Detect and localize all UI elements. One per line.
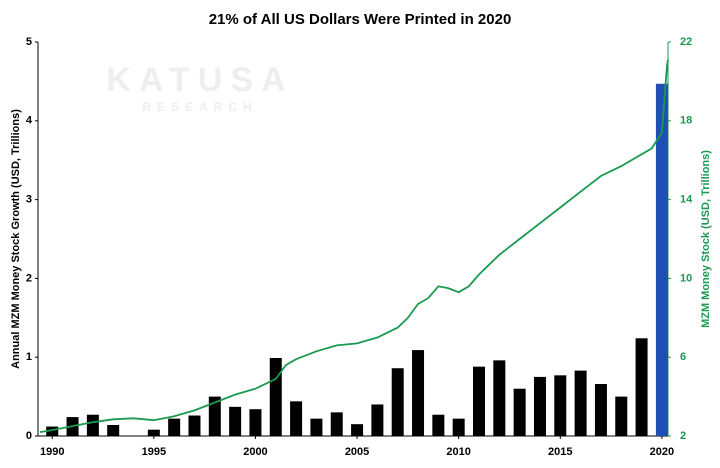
bar bbox=[655, 83, 668, 436]
y-tick-label: 5 bbox=[26, 36, 32, 48]
bar bbox=[290, 401, 303, 436]
bar bbox=[412, 350, 425, 436]
bar bbox=[310, 418, 323, 436]
y2-tick-label: 10 bbox=[680, 272, 692, 284]
bar bbox=[229, 406, 242, 436]
bar bbox=[107, 424, 120, 436]
x-tick-label: 2020 bbox=[650, 446, 674, 458]
bar bbox=[432, 414, 445, 436]
y2-tick-label: 2 bbox=[680, 430, 686, 442]
x-tick-label: 2015 bbox=[548, 446, 572, 458]
bar bbox=[168, 418, 181, 436]
bar bbox=[452, 418, 465, 436]
bar bbox=[330, 412, 343, 436]
bar bbox=[46, 426, 59, 436]
y2-tick-label: 22 bbox=[680, 36, 692, 48]
y-tick-label: 3 bbox=[26, 194, 32, 206]
bar bbox=[86, 414, 99, 436]
y-tick-label: 1 bbox=[26, 351, 32, 363]
bar bbox=[574, 370, 587, 436]
bar bbox=[473, 366, 485, 436]
bar bbox=[513, 388, 526, 436]
bar bbox=[533, 376, 546, 436]
bar bbox=[269, 357, 282, 436]
watermark: RESEARCH bbox=[142, 100, 257, 114]
bar bbox=[371, 404, 384, 436]
y-tick-label: 4 bbox=[26, 115, 33, 127]
x-tick-label: 2010 bbox=[446, 446, 470, 458]
bar bbox=[351, 424, 364, 436]
x-tick-label: 2005 bbox=[345, 446, 369, 458]
y-axis-label: Annual MZM Money Stock Growth (USD, Tril… bbox=[10, 109, 22, 369]
chart-title: 21% of All US Dollars Were Printed in 20… bbox=[209, 11, 512, 28]
y2-tick-label: 6 bbox=[680, 351, 686, 363]
bar bbox=[391, 368, 404, 436]
y2-axis-label: MZM Money Stock (USD, Trillions) bbox=[700, 150, 712, 328]
watermark: KATUSA bbox=[106, 61, 293, 99]
y2-tick-label: 18 bbox=[680, 115, 692, 127]
x-tick-label: 1990 bbox=[40, 446, 64, 458]
bar bbox=[615, 396, 628, 436]
line bbox=[39, 59, 669, 433]
bar bbox=[147, 429, 160, 436]
x-tick-label: 2000 bbox=[243, 446, 267, 458]
bar bbox=[635, 338, 648, 436]
bar bbox=[249, 409, 262, 436]
y-tick-label: 2 bbox=[26, 272, 32, 284]
y2-tick-label: 14 bbox=[680, 194, 693, 206]
y-tick-label: 0 bbox=[26, 430, 32, 442]
bar bbox=[554, 375, 567, 436]
bar bbox=[493, 360, 506, 436]
bar bbox=[208, 396, 221, 436]
bar bbox=[188, 415, 201, 436]
x-tick-label: 1995 bbox=[142, 446, 166, 458]
bar bbox=[594, 383, 607, 436]
